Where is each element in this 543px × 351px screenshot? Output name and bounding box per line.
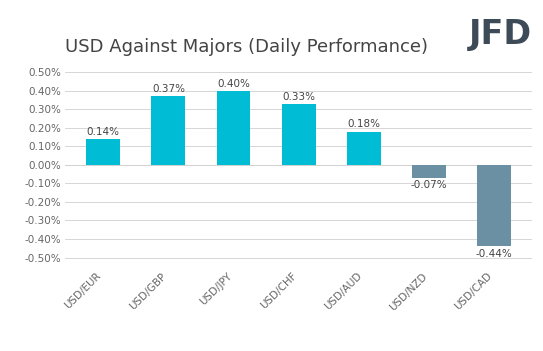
- Text: -0.07%: -0.07%: [411, 180, 447, 190]
- Text: JFD: JFD: [469, 18, 532, 51]
- Bar: [282, 104, 315, 165]
- Bar: [151, 97, 185, 165]
- Text: 0.18%: 0.18%: [348, 119, 380, 130]
- Text: -0.44%: -0.44%: [476, 249, 513, 259]
- Bar: [347, 132, 381, 165]
- Text: USD Against Majors (Daily Performance): USD Against Majors (Daily Performance): [65, 38, 428, 56]
- Bar: [477, 165, 511, 246]
- Text: 0.33%: 0.33%: [282, 92, 315, 102]
- Bar: [86, 139, 120, 165]
- Bar: [217, 91, 250, 165]
- Text: 0.40%: 0.40%: [217, 79, 250, 89]
- Text: 0.37%: 0.37%: [152, 84, 185, 94]
- Text: 0.14%: 0.14%: [87, 127, 120, 137]
- Bar: [412, 165, 446, 178]
